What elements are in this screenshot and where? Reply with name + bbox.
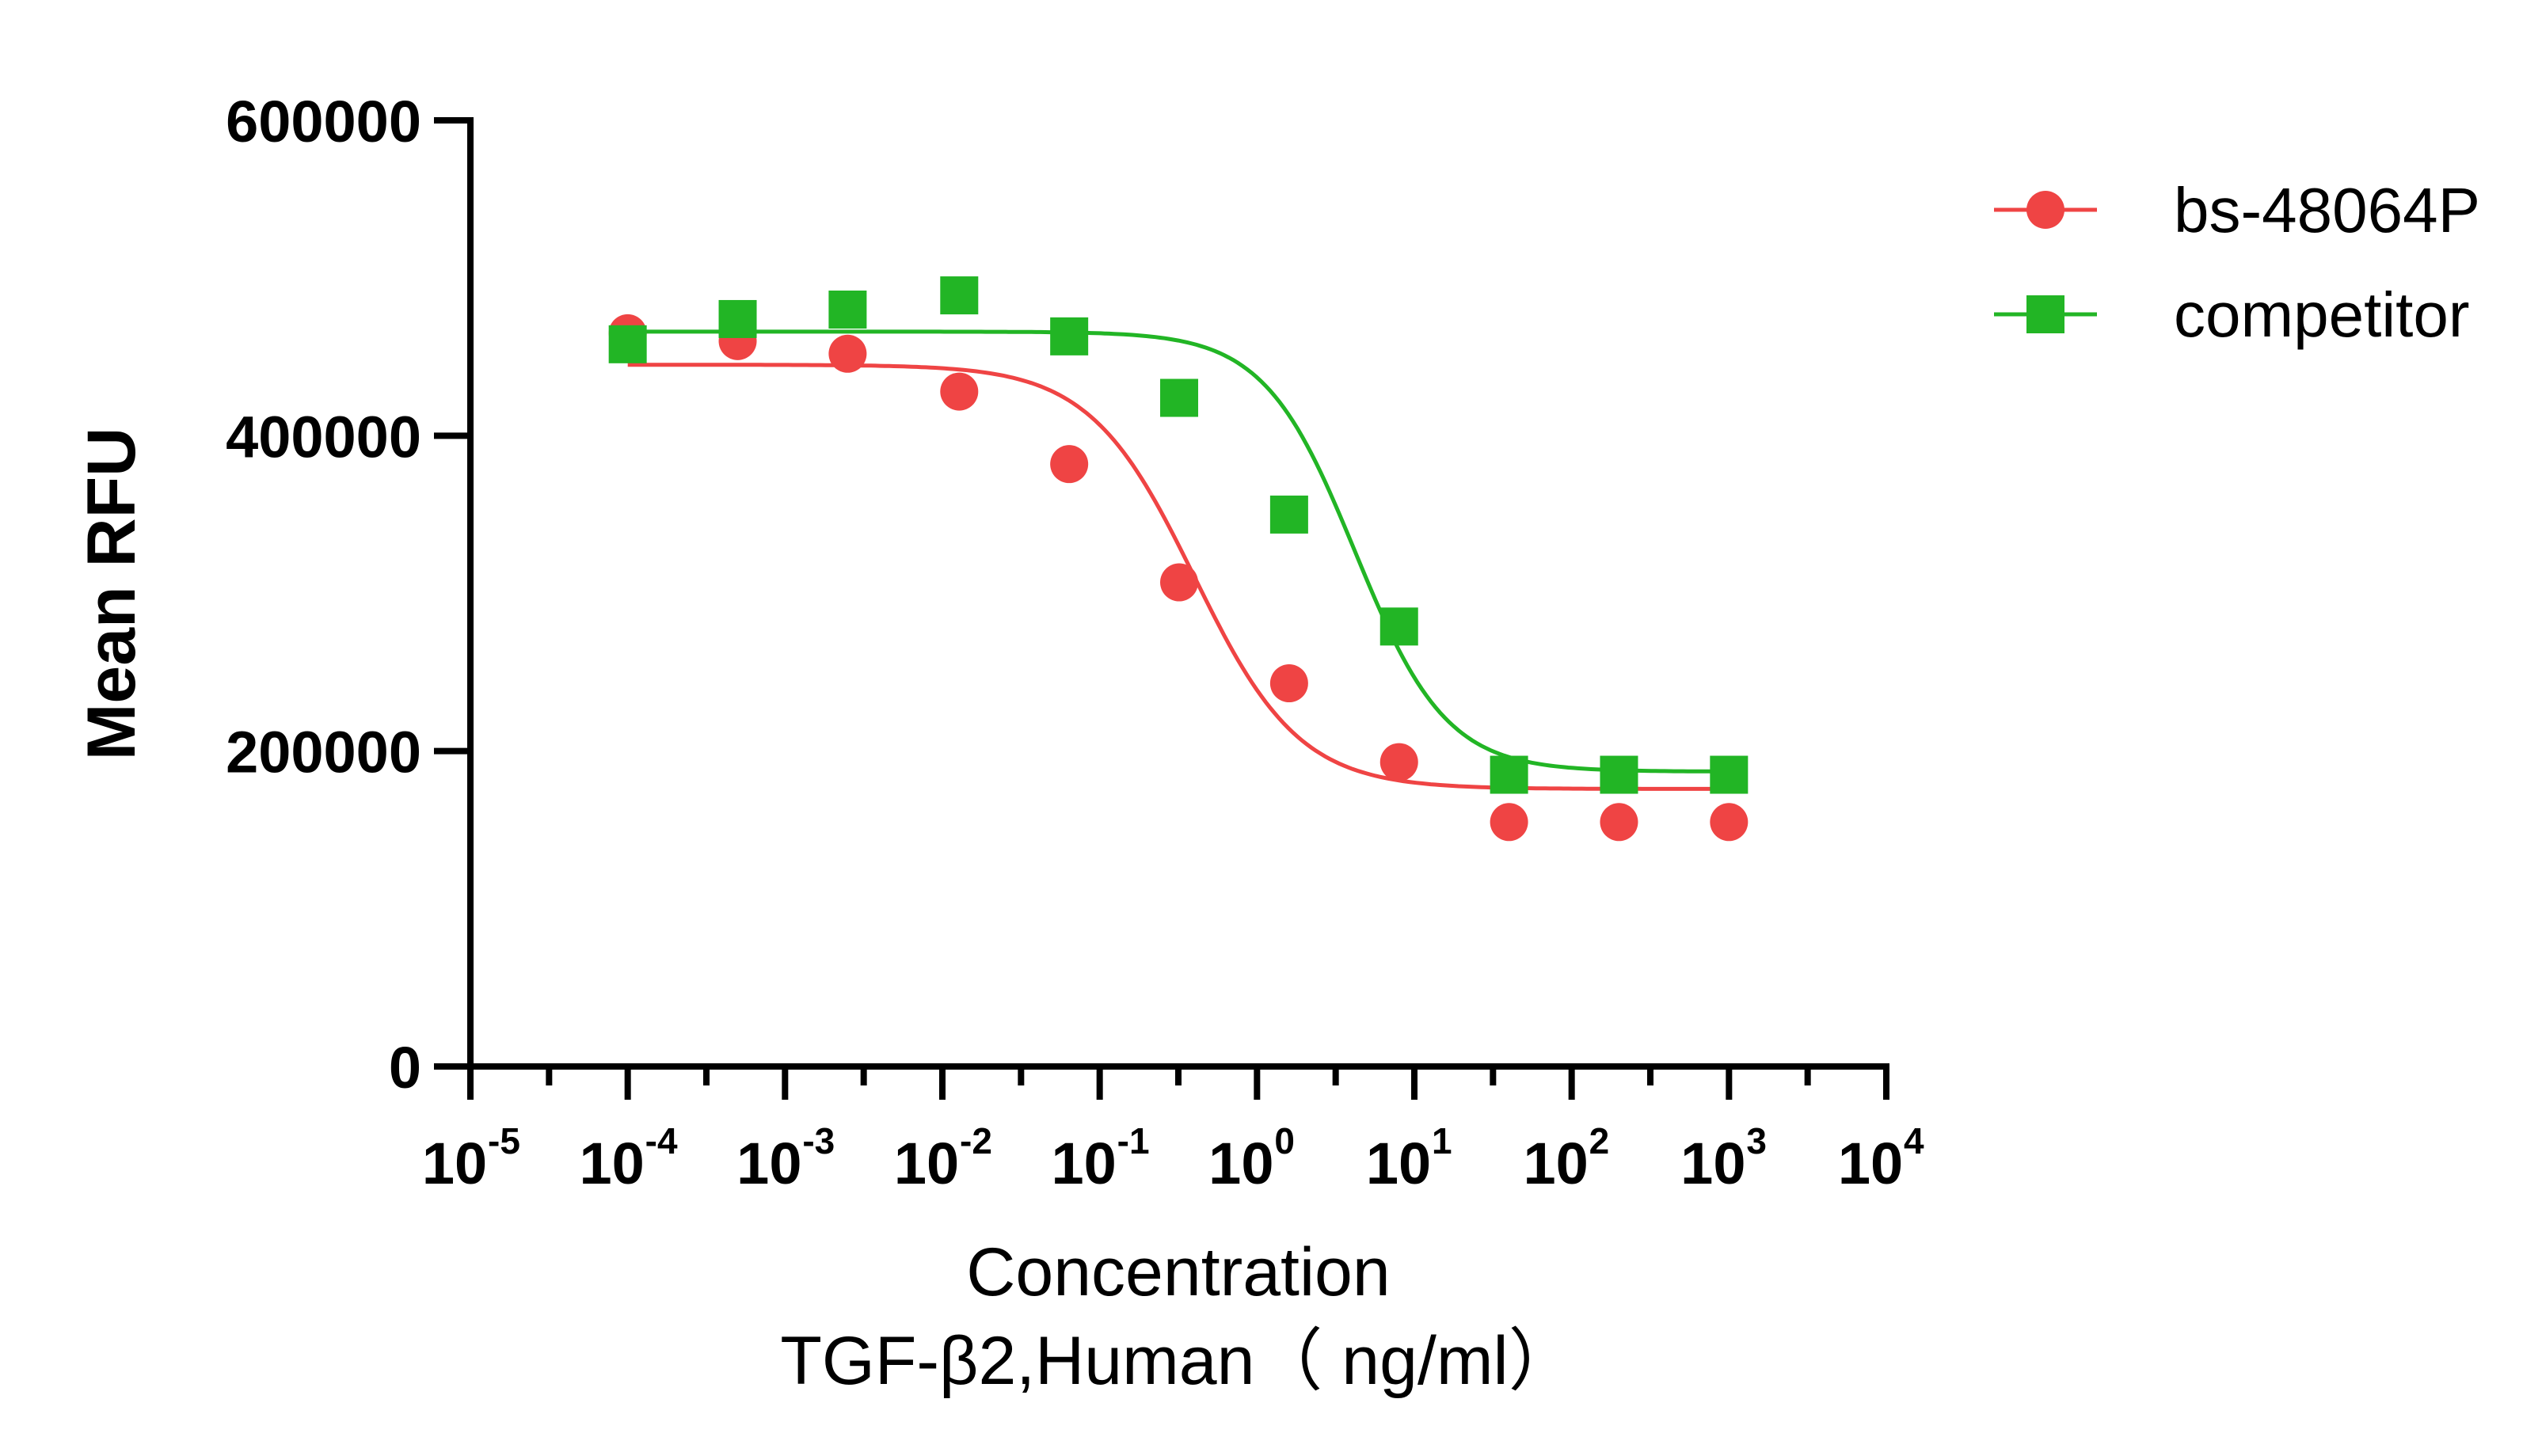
y-tick-label: 0 [389, 1035, 421, 1101]
x-tick-label: 10 [894, 1131, 959, 1196]
y-ticks: 0 200000 400000 600000 [226, 89, 470, 1101]
data-point-circle [1379, 743, 1418, 781]
x-tick-exponent: -1 [1117, 1120, 1150, 1161]
data-point-square [1710, 755, 1749, 794]
x-tick-exponent: 3 [1746, 1120, 1767, 1161]
data-point-square [1160, 378, 1199, 417]
x-tick-exponent: -2 [960, 1120, 992, 1161]
x-tick-label: 10 [580, 1131, 645, 1196]
x-tick-label: 10 [1208, 1131, 1273, 1196]
data-point-square [1050, 317, 1089, 355]
x-tick-exponent: -3 [802, 1120, 835, 1161]
data-point-square [940, 276, 979, 315]
x-tick-label: 10 [1052, 1131, 1117, 1196]
data-point-square [1490, 755, 1528, 794]
legend: bs-48064P competitor [1994, 175, 2480, 350]
x-tick-label: 10 [1680, 1131, 1745, 1196]
data-point-square [1600, 755, 1638, 794]
x-tick-label: 10 [1838, 1131, 1903, 1196]
data-point-circle [940, 372, 979, 411]
data-point-square [1379, 607, 1418, 646]
data-point-square [608, 325, 647, 363]
x-tick-exponent: 4 [1904, 1120, 1924, 1161]
legend-marker-square [2026, 295, 2064, 333]
fit-curves [627, 329, 1730, 791]
x-tick-exponent: -5 [488, 1120, 520, 1161]
data-point-square [1269, 495, 1308, 534]
x-tick-label: 10 [1366, 1131, 1431, 1196]
x-tick-exponent: 1 [1432, 1120, 1452, 1161]
fit-curve-bs-48064P [627, 363, 1730, 791]
legend-marker-circle [2026, 191, 2064, 229]
legend-label: bs-48064P [2174, 175, 2480, 245]
x-tick-label: 10 [422, 1131, 487, 1196]
x-tick-exponent: -4 [645, 1120, 678, 1161]
data-point-square [718, 299, 757, 338]
x-axis-title-line1: Concentration [966, 1234, 1390, 1310]
data-point-circle [1160, 563, 1199, 602]
x-axis-title-line2: TGF-β2,Human（ ng/ml） [780, 1323, 1576, 1399]
legend-label: competitor [2174, 279, 2469, 350]
y-axis-title: Mean RFU [74, 428, 150, 760]
data-point-circle [1269, 664, 1308, 703]
x-ticks: 10 -5 10 -4 10 -3 10 -2 10 -1 10 0 10 1 10 2 10 3 10 4 [422, 1066, 1924, 1196]
data-point-circle [1050, 445, 1089, 484]
data-point-circle [1600, 803, 1638, 842]
data-point-square [828, 291, 867, 329]
fit-curve-competitor [627, 329, 1730, 774]
data-point-circle [1490, 803, 1528, 842]
x-tick-label: 10 [1524, 1131, 1589, 1196]
y-tick-label: 400000 [226, 404, 421, 469]
data-point-circle [1710, 803, 1749, 842]
data-point-circle [828, 334, 867, 373]
x-tick-label: 10 [736, 1131, 801, 1196]
data-points [608, 276, 1749, 842]
x-tick-exponent: 0 [1274, 1120, 1295, 1161]
y-tick-label: 600000 [226, 89, 421, 154]
y-tick-label: 200000 [226, 720, 421, 785]
x-tick-exponent: 2 [1589, 1120, 1610, 1161]
